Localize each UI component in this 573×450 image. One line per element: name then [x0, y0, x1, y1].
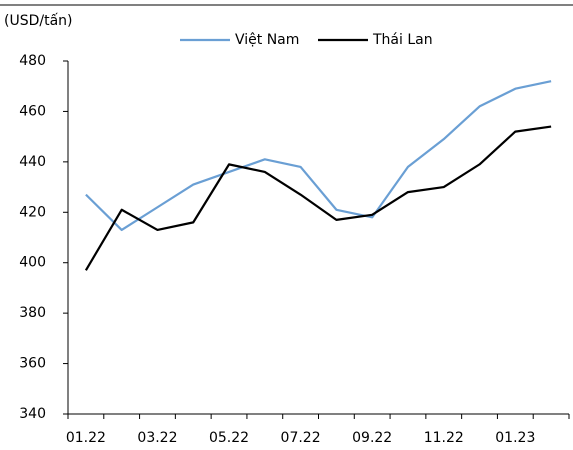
y-tick-label: 340 — [19, 406, 46, 422]
legend-label: Việt Nam — [235, 32, 299, 48]
y-tick-label: 400 — [19, 255, 46, 271]
data-line — [85, 80, 552, 232]
y-axis-label: (USD/tấn) — [4, 13, 73, 29]
y-tick-label: 380 — [19, 305, 46, 321]
y-tick-label: 360 — [19, 356, 46, 372]
x-tick-label: 01.22 — [66, 430, 106, 446]
data-line — [84, 125, 552, 271]
y-tick-label: 480 — [19, 53, 46, 69]
y-tick-label: 460 — [19, 103, 46, 119]
x-tick-label: 09.22 — [352, 430, 392, 446]
x-tick-label: 07.22 — [281, 430, 321, 446]
legend-label: Thái Lan — [372, 32, 433, 48]
y-tick-label: 420 — [19, 204, 46, 220]
x-tick-label: 05.22 — [209, 430, 249, 446]
y-tick-label: 440 — [19, 154, 46, 170]
x-tick-label: 01.23 — [495, 430, 535, 446]
x-tick-label: 11.22 — [424, 430, 464, 446]
x-tick-label: 03.22 — [137, 430, 177, 446]
